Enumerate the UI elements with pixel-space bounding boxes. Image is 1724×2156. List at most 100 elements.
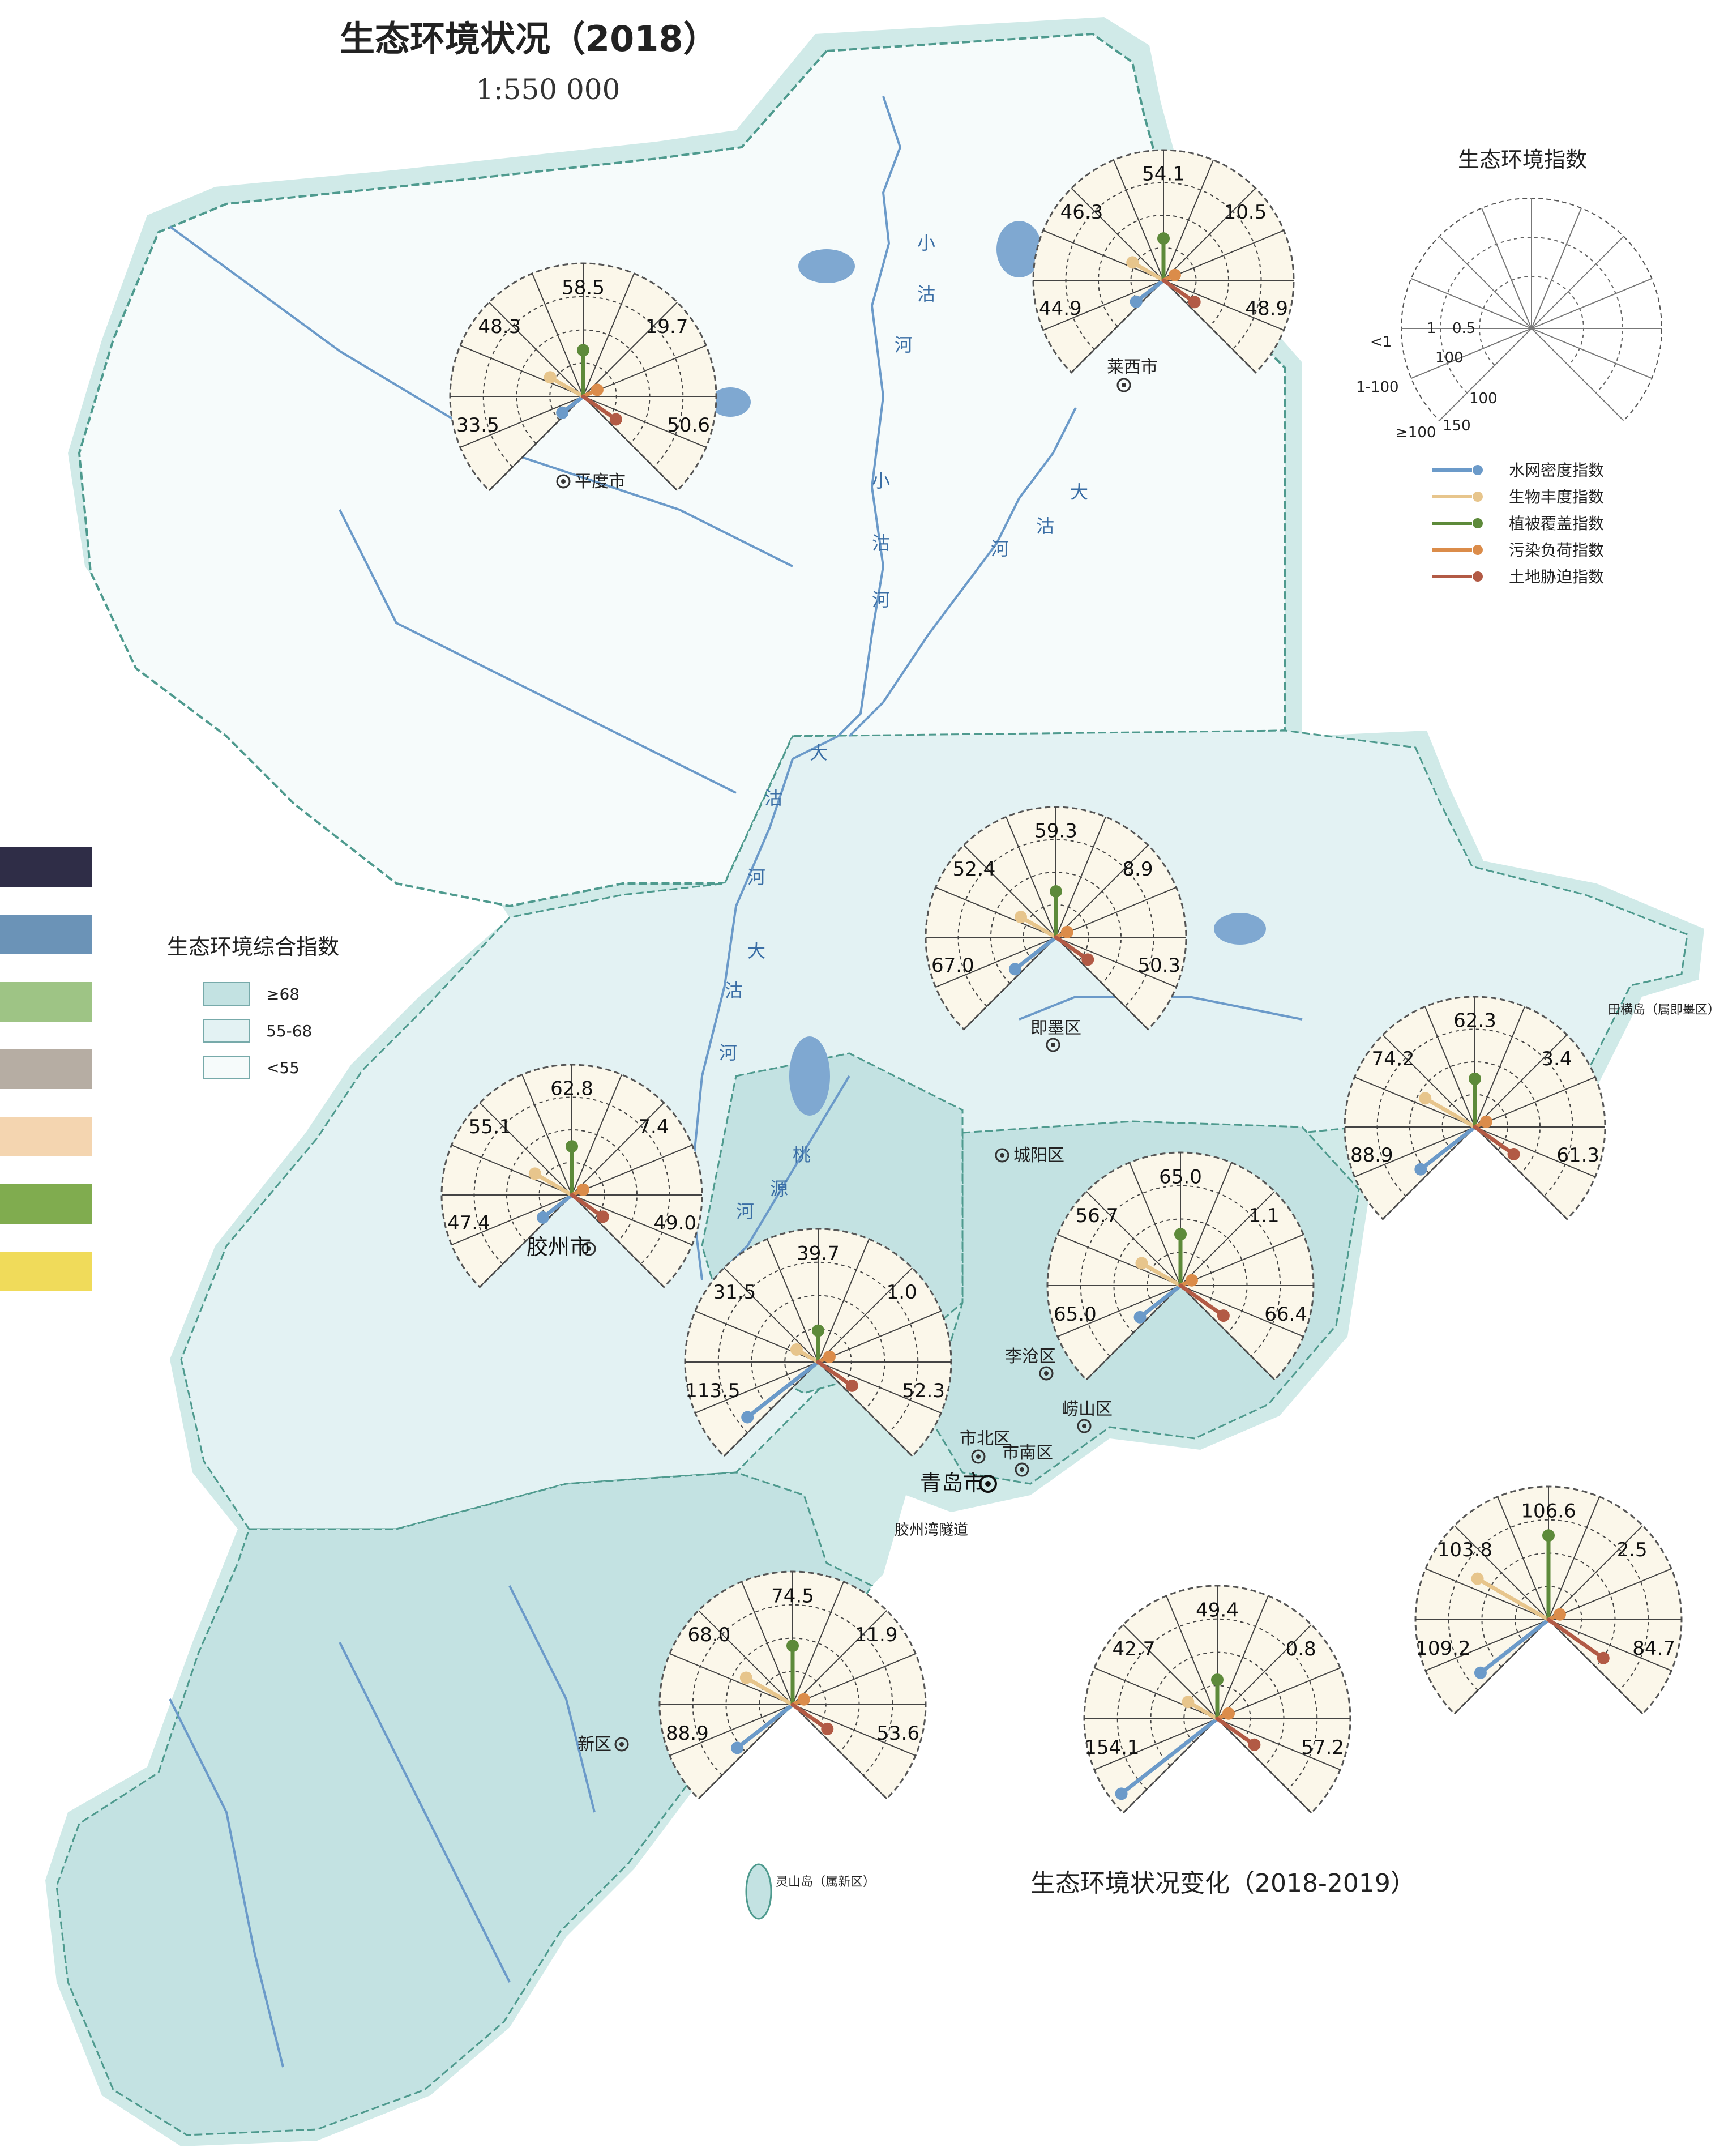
value-spoke-land [1161,278,1197,304]
fan-gridline [571,1194,692,1245]
fan-ring [1448,1519,1649,1691]
color-swatch [0,1049,92,1089]
place-laixi-label: 莱西市 [1107,357,1158,377]
value-label-water: 47.4 [447,1212,490,1235]
fan-gridline [1474,1034,1568,1128]
fan-ring [1376,1028,1573,1197]
fan-ring [1080,1185,1281,1357]
fan-gridline [1057,1234,1181,1286]
value-dot-pollution [1479,1115,1492,1128]
value-dot-bio [1471,1572,1484,1585]
value-dot-land [1081,953,1094,966]
legend-dot-water [1473,465,1483,475]
value-dot-bio [1015,911,1028,924]
value-label-water: 113.5 [685,1380,740,1402]
value-label-pollution: 11.9 [855,1624,898,1646]
fan-ring [717,1261,919,1433]
lakes [710,221,1266,1116]
value-dot-pollution [591,383,604,396]
fan-gridline [583,396,678,491]
river-label: 河 [747,866,765,888]
fan-gridline [1163,160,1214,281]
value-dot-bio [528,1167,541,1180]
place-chengyang: 城阳区 [995,1146,1064,1165]
fan-gridline [1163,230,1284,281]
value-label-land: 84.7 [1632,1637,1675,1660]
value-label-pollution: 1.1 [1249,1205,1280,1227]
value-dot-veg [1174,1228,1187,1241]
legend-fan-gridline [1531,236,1624,329]
value-spoke-bio [744,1676,795,1707]
value-label-land: 50.6 [667,414,710,437]
value-spoke-water [735,1702,795,1750]
legend-swatch-mid [203,1019,250,1043]
fan-gridline [1043,280,1164,331]
value-label-veg: 59.3 [1034,819,1077,842]
legend-scale-150: 150 [1443,417,1471,434]
composite-legend: 生态环境综合指数 ≥68 55-68 <55 [167,934,339,1079]
fan-ring [1065,182,1262,350]
legend-label-veg: 植被覆盖指数 [1509,514,1604,533]
river-label: 小 [917,232,935,254]
value-label-water: 88.9 [1350,1144,1393,1167]
value-label-veg: 62.8 [550,1077,593,1100]
value-dot-land [1188,296,1201,309]
river-misc-2 [339,509,737,794]
value-label-bio: 56.7 [1076,1205,1119,1227]
value-spoke-land [816,1360,854,1388]
value-label-bio: 46.3 [1060,201,1103,224]
river-label: 大 [810,742,828,763]
fan-gridline [935,937,1056,988]
place-chengyang-label: 城阳区 [1013,1146,1064,1165]
river-misc-6 [508,1585,596,1813]
value-dot-veg [1157,232,1170,245]
fan-ring [784,1328,852,1386]
river-label: 桃 [793,1144,811,1165]
fan-gridline [669,1704,793,1756]
value-label-pollution: 19.7 [645,315,688,338]
fan-gridline [767,1239,819,1363]
value-dot-water [556,406,569,419]
legend-swatch-high [203,982,250,1006]
color-swatch [0,1117,92,1156]
place-laoshan-label: 崂山区 [1062,1399,1113,1419]
value-dot-water [741,1411,754,1424]
value-dot-pollution [823,1350,836,1363]
value-dot-veg [1542,1529,1555,1542]
value-dot-water [1414,1163,1427,1176]
value-label-veg: 62.3 [1453,1009,1496,1032]
value-dot-pollution [1185,1274,1198,1287]
fan-gridline [818,1310,942,1363]
radial-chart: 88.9 74.2 62.3 3.4 61.3 [1344,996,1606,1220]
fan-gridline [1382,1126,1475,1220]
value-dot-water [1115,1787,1128,1800]
fan-gridline [583,302,678,397]
legend-dot-land [1473,571,1483,582]
change-caption: 生态环境状况变化（2018-2019） [1030,1869,1415,1898]
value-dot-pollution [1222,1707,1235,1720]
fan-gridline [1163,280,1256,373]
fan-gridline [1474,1006,1525,1128]
legend-fan-gridline [1411,328,1532,379]
value-dot-pollution [1553,1608,1566,1621]
place-pingdu: 平度市 [556,472,626,492]
fan-gridline [1354,1126,1475,1177]
radial-chart: 44.9 46.3 54.1 10.5 48.9 [1032,149,1295,374]
value-label-land: 61.3 [1556,1144,1599,1167]
fan-gridline [1123,1624,1218,1719]
value-dot-bio [1419,1092,1432,1105]
place-shinan-label: 市南区 [1002,1443,1053,1463]
fan-ring [473,1096,670,1265]
value-label-land: 57.2 [1301,1736,1344,1759]
fan-gridline [1425,1568,1549,1620]
value-label-bio: 52.4 [953,858,996,881]
legend-label-pollution: 污染负荷指数 [1509,541,1604,560]
legend-scale-1-100: 1-100 [1356,379,1399,396]
fan-gridline [698,1704,793,1799]
fan-gridline [1123,1718,1218,1813]
value-spoke-land [581,394,618,421]
value-label-land: 49.0 [653,1212,696,1235]
river-label: 大 [1070,481,1088,503]
legend-fan-gridline [1531,328,1624,421]
radial-chart: 47.4 55.1 62.8 7.4 49.0 [440,1064,703,1288]
